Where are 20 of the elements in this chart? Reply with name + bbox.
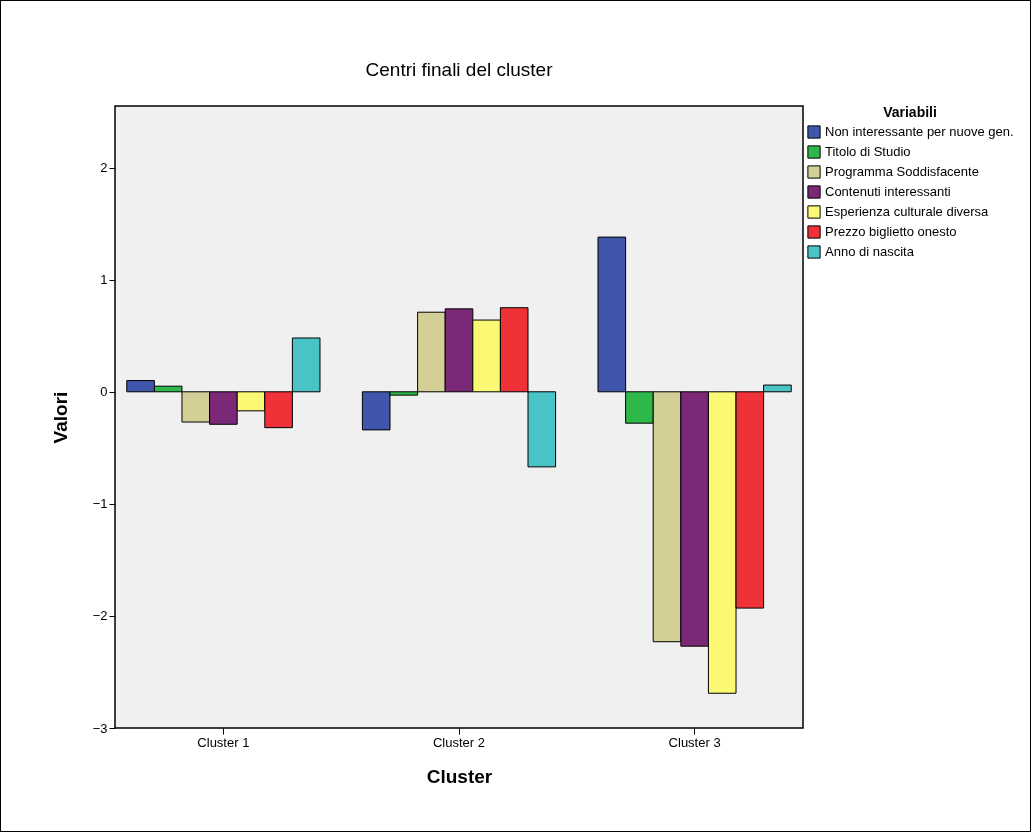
y-tick-label: −1 <box>92 496 108 512</box>
legend-label: Anno di nascita <box>825 244 915 259</box>
x-tick-label: Cluster 3 <box>668 734 721 750</box>
legend-label: Esperienza culturale diversa <box>825 204 990 219</box>
legend-label: Prezzo biglietto onesto <box>825 224 957 239</box>
y-tick-label: −3 <box>92 720 108 736</box>
y-tick-label: 2 <box>100 160 108 176</box>
y-tick-label: 1 <box>100 272 108 288</box>
y-tick-label: −2 <box>92 608 108 624</box>
chart-title: Centri finali del cluster <box>365 59 554 80</box>
y-axis-title: Valori <box>49 391 71 444</box>
legend-label: Non interessante per nuove gen. <box>825 124 1014 139</box>
x-tick-label: Cluster 1 <box>197 734 250 750</box>
legend-title: Variabili <box>883 104 937 120</box>
legend-label: Contenuti interessanti <box>825 184 951 199</box>
x-axis-title: Cluster <box>426 765 493 787</box>
legend-label: Programma Soddisfacente <box>825 164 979 179</box>
legend-label: Titolo di Studio <box>825 144 911 159</box>
y-tick-label: 0 <box>100 384 108 400</box>
x-tick-label: Cluster 2 <box>432 734 486 750</box>
